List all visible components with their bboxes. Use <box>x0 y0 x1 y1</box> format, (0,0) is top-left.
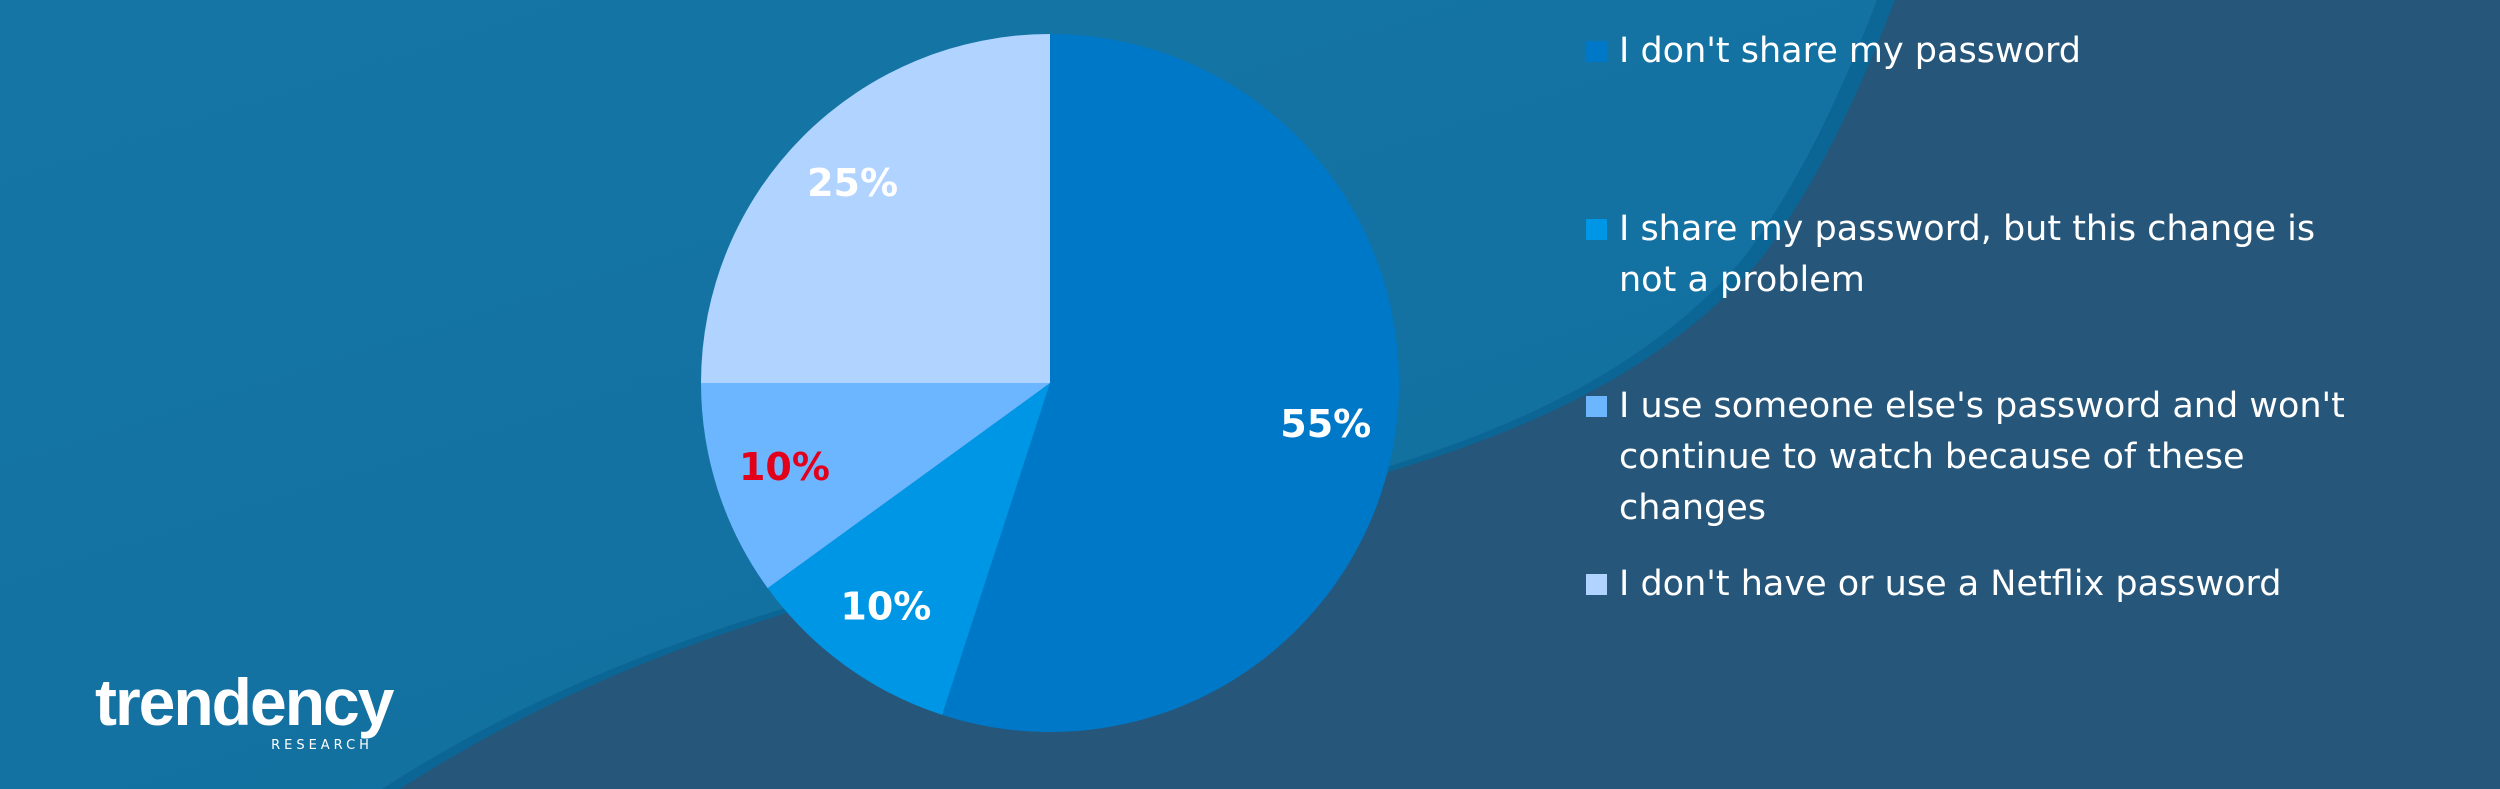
data-label: 55% <box>1280 402 1371 446</box>
legend-swatch <box>1586 396 1607 417</box>
legend-item: I share my password, but this change is … <box>1586 204 2346 306</box>
pie-slice <box>767 383 1050 715</box>
data-label: 10% <box>739 445 830 489</box>
pie-slice <box>942 34 1399 733</box>
legend-swatch <box>1586 219 1607 240</box>
pie-slice <box>701 383 1050 589</box>
pie: 55% 10% 10% 25% <box>701 34 1399 733</box>
legend-item: I use someone else's password and won't … <box>1586 381 2346 534</box>
legend-swatch <box>1586 41 1607 62</box>
legend-label: I don't share my password <box>1619 31 2081 71</box>
legend-label: I don't have or use a Netflix password <box>1619 564 2282 604</box>
logo-tagline: RESEARCH <box>271 738 373 753</box>
legend-swatch <box>1586 574 1607 595</box>
data-label: 25% <box>807 161 898 205</box>
legend-item: I don't share my password <box>1586 26 2081 77</box>
legend-label: I share my password, but this change is … <box>1619 209 2316 300</box>
pie-slice <box>701 34 1050 383</box>
legend-label: I use someone else's password and won't … <box>1619 386 2345 528</box>
data-label: 10% <box>840 584 931 628</box>
legend-item: I don't have or use a Netflix password <box>1586 559 2282 610</box>
logo: trendency <box>95 665 395 739</box>
